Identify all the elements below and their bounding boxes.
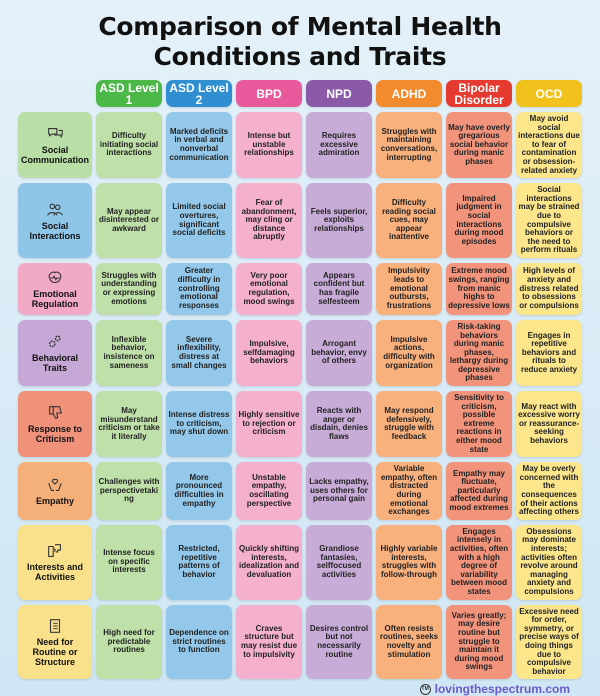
title-line-1: Comparison of Mental Health: [98, 12, 502, 41]
table-cell: Inflexible behavior, insistence on samen…: [96, 319, 162, 387]
table-cell: Feels superior, exploits relationships: [306, 183, 372, 258]
table-cell: Impaired judgment in social interactions…: [446, 183, 512, 258]
gears-icon: [48, 335, 61, 348]
table-cell: Reacts with anger or disdain, denies fla…: [306, 391, 372, 458]
table-cell: Quickly shifting interests, idealization…: [236, 524, 302, 600]
table-cell: Challenges with perspectivetaking: [96, 462, 162, 520]
puzzle-icon: [48, 544, 61, 558]
table-cell: Difficulty initiating social interaction…: [96, 112, 162, 179]
row-label-text: Social Communication: [20, 145, 89, 166]
table-cell: Very poor emotional regulation, mood swi…: [236, 262, 302, 315]
table-cell: May misunderstand criticism or take it l…: [96, 391, 162, 458]
row-label: Social Interactions: [18, 183, 92, 258]
table-cell: Excessive need for order, symmetry, or p…: [516, 604, 582, 680]
row-label-text: Need for Routine or Structure: [32, 636, 78, 667]
table-cell: Grandiose fantasies, selffocused activit…: [306, 524, 372, 600]
row-label-text: Social Interactions: [29, 220, 81, 241]
column-header: ADHD: [376, 80, 442, 107]
speech-bubbles-icon: [48, 128, 63, 139]
table-cell: Struggles with understanding or expressi…: [96, 262, 162, 315]
table-cell: Impulsive actions, difficulty with organ…: [376, 319, 442, 387]
table-cell: Highly sensitive to rejection or critici…: [236, 391, 302, 458]
comparison-table: ASD Level 1 ASD Level 2 BPD NPD ADHD Bipolar …: [18, 80, 582, 680]
column-header: ASD Level 1: [96, 80, 162, 107]
footer: TM lovingthespectrum.com: [14, 682, 586, 696]
table-cell: Intense distress to criticism, may shut …: [166, 391, 232, 458]
column-header: NPD: [306, 80, 372, 107]
table-cell: High need for predictable routines: [96, 604, 162, 680]
table-cell: Requires excessive admiration: [306, 112, 372, 179]
row-label-text: Response to Criticism: [27, 424, 82, 445]
table-cell: Risk-taking behaviors during manic phase…: [446, 319, 512, 387]
table-cell: Difficulty reading social cues, may appe…: [376, 183, 442, 258]
brain-icon: [48, 271, 62, 283]
page-title: Comparison of Mental Health Conditions a…: [0, 12, 600, 72]
row-label: Emotional Regulation: [18, 262, 92, 315]
table-cell: Unstable empathy, oscillating perspectiv…: [236, 462, 302, 520]
table-cell: Sensitivity to criticism, possible extre…: [446, 391, 512, 458]
table-cell: Variable empathy, often distracted durin…: [376, 462, 442, 520]
table-cell: More pronounced difficulties in empathy: [166, 462, 232, 520]
row-label-text: Empathy: [35, 496, 74, 506]
column-header: BPD: [236, 80, 302, 107]
table-cell: Extreme mood swings, ranging from manic …: [446, 262, 512, 315]
row-label: Need for Routine or Structure: [18, 604, 92, 680]
table-cell: Impulsive, selfdamaging behaviors: [236, 319, 302, 387]
table-cell: High levels of anxiety and distress rela…: [516, 262, 582, 315]
thumbs-down-icon: [49, 406, 63, 420]
table-cell: Struggles with maintaining conversations…: [376, 112, 442, 179]
table-cell: May respond defensively, struggle with f…: [376, 391, 442, 458]
table-cell: Engages intensely in activities, often w…: [446, 524, 512, 600]
table-cell: Varies greatly; may desire routine but s…: [446, 604, 512, 680]
table-cell: Dependence on strict routines to functio…: [166, 604, 232, 680]
header-spacer: [18, 80, 92, 107]
row-label-text: Behavioral Traits: [31, 352, 79, 373]
table-cell: Intense but unstable relationships: [236, 112, 302, 179]
heart-hands-icon: [48, 478, 62, 491]
table-cell: Lacks empathy, uses others for personal …: [306, 462, 372, 520]
table-cell: Obsessions may dominate interests; activ…: [516, 524, 582, 600]
table-cell: May react with excessive worry or reassu…: [516, 391, 582, 458]
table-cell: Fear of abandonment, may cling or distan…: [236, 183, 302, 258]
people-icon: [47, 203, 63, 216]
table-cell: Highly variable interests, struggles wit…: [376, 524, 442, 600]
table-cell: Intense focus on specific interests: [96, 524, 162, 600]
table-cell: May be overly concerned with the consequ…: [516, 462, 582, 520]
table-cell: Severe inflexibility, distress at small …: [166, 319, 232, 387]
logo-icon: TM: [419, 683, 431, 695]
column-header: OCD: [516, 80, 582, 107]
table-cell: May have overly gregarious social behavi…: [446, 112, 512, 179]
row-label: Social Communication: [18, 112, 92, 179]
row-label-text: Emotional Regulation: [31, 288, 79, 309]
title-line-2: Conditions and Traits: [153, 42, 447, 71]
table-cell: Limited social overtures, significant so…: [166, 183, 232, 258]
site-url[interactable]: lovingthespectrum.com: [434, 682, 570, 696]
row-label: Interests and Activities: [18, 524, 92, 600]
table-cell: Greater difficulty in controlling emotio…: [166, 262, 232, 315]
table-cell: Impulsivity leads to emotional outbursts…: [376, 262, 442, 315]
table-cell: Arrogant behavior, envy of others: [306, 319, 372, 387]
table-cell: Appears confident but has fragile selfes…: [306, 262, 372, 315]
clipboard-icon: [49, 619, 61, 633]
row-label-text: Interests and Activities: [26, 562, 84, 583]
table-cell: Engages in repetitive behaviors and ritu…: [516, 319, 582, 387]
table-cell: Craves structure but may resist due to i…: [236, 604, 302, 680]
table-cell: May avoid social interactions due to fea…: [516, 112, 582, 179]
table-cell: Often resists routines, seeks novelty an…: [376, 604, 442, 680]
table-cell: Marked deficits in verbal and nonverbal …: [166, 112, 232, 179]
row-label: Behavioral Traits: [18, 319, 92, 387]
table-cell: May appear disinterested or awkward: [96, 183, 162, 258]
table-cell: Restricted, repetitive patterns of behav…: [166, 524, 232, 600]
row-label: Empathy: [18, 462, 92, 520]
column-header: ASD Level 2: [166, 80, 232, 107]
table-cell: Social interactions may be strained due …: [516, 183, 582, 258]
column-header: Bipolar Disorder: [446, 80, 512, 107]
table-cell: Empathy may fluctuate, particularly affe…: [446, 462, 512, 520]
row-label: Response to Criticism: [18, 391, 92, 458]
table-cell: Desires control but not necessarily rout…: [306, 604, 372, 680]
